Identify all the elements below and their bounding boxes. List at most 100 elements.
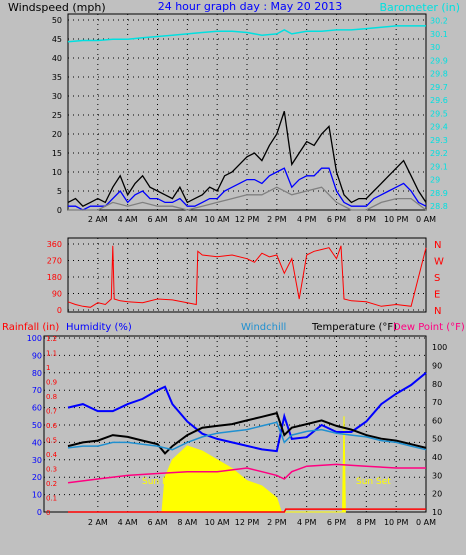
barometer-tick-label: 29.2 xyxy=(430,149,448,158)
barometer-tick-label: 30.2 xyxy=(430,17,448,26)
x-tick-label: 2 PM xyxy=(267,215,286,224)
temperature-tick-label: 100 xyxy=(432,343,447,352)
x-tick-label: 10 PM xyxy=(384,518,409,527)
legend-temperature: Temperature (°F) xyxy=(311,322,397,333)
rainfall-axis-title: Rainfall (in) xyxy=(2,322,59,333)
wind-plot-area xyxy=(67,13,427,211)
series-dew-point-f xyxy=(67,463,426,484)
temperature-tick-label: 60 xyxy=(432,416,442,425)
temperature-tick-label: 30 xyxy=(432,471,442,480)
barometer-tick-label: 30 xyxy=(430,43,440,52)
x-tick-label: 8 PM xyxy=(357,518,376,527)
x-tick-label: 4 AM xyxy=(118,215,138,224)
x-tick-label: 8 AM xyxy=(177,518,197,527)
temperature-tick-label: 20 xyxy=(432,490,442,499)
wind-tick-label: 20 xyxy=(52,130,62,139)
x-tick-label: 2 AM xyxy=(88,518,108,527)
rain-tick-label: 0.7 xyxy=(46,408,57,416)
direction-tick-label: 0 xyxy=(57,306,62,315)
x-tick-label: 6 PM xyxy=(327,518,346,527)
wind-tick-label: 15 xyxy=(52,149,62,158)
humidity-axis-title: Humidity (%) xyxy=(66,322,132,333)
series-wind-direction xyxy=(67,245,427,308)
x-tick-label: 8 PM xyxy=(357,215,376,224)
x-tick-label: 12 PM xyxy=(235,518,260,527)
wind-tick-label: 5 xyxy=(57,187,62,196)
rain-tick-label: 1.2 xyxy=(46,335,57,343)
rain-tick-label: 0.2 xyxy=(46,480,57,488)
x-tick-label: 0 AM xyxy=(416,518,436,527)
wind-tick-label: 40 xyxy=(52,54,62,63)
x-tick-label: 6 AM xyxy=(147,518,167,527)
x-tick-label: 4 PM xyxy=(297,518,316,527)
x-tick-label: 10 AM xyxy=(205,518,230,527)
barometer-tick-label: 29.7 xyxy=(430,83,448,92)
humidity-tick-label: 30 xyxy=(32,456,42,465)
barometer-tick-label: 29.8 xyxy=(430,70,448,79)
rain-tick-label: 0.6 xyxy=(46,422,58,430)
x-tick-label: 4 AM xyxy=(118,518,138,527)
wind-tick-label: 0 xyxy=(57,206,62,215)
humidity-tick-label: 80 xyxy=(32,369,42,378)
humidity-tick-label: 0 xyxy=(37,508,42,517)
chart-title: 24 hour graph day : May 20 2013 xyxy=(158,0,343,13)
rain-tick-label: 0 xyxy=(46,509,50,517)
x-tick-label: 12 PM xyxy=(235,215,260,224)
x-tick-label: 10 PM xyxy=(384,215,409,224)
barometer-tick-label: 29.6 xyxy=(430,96,448,105)
x-tick-label: 4 PM xyxy=(297,215,316,224)
rain-tick-label: 0.5 xyxy=(46,437,57,445)
humidity-tick-label: 60 xyxy=(32,404,42,413)
direction-plot-area xyxy=(67,237,427,313)
temperature-tick-label: 80 xyxy=(432,380,442,389)
sunset-label: Sun Set xyxy=(356,477,391,487)
humidity-tick-label: 50 xyxy=(32,421,42,430)
wind-tick-label: 35 xyxy=(52,73,62,82)
compass-tick-label: N xyxy=(434,306,441,317)
humidity-tick-label: 10 xyxy=(32,491,42,500)
humidity-tick-label: 40 xyxy=(32,438,42,447)
wind-tick-label: 25 xyxy=(52,111,62,120)
compass-tick-label: E xyxy=(434,290,440,301)
x-tick-label: 2 PM xyxy=(267,518,286,527)
series-windchill xyxy=(67,421,427,451)
wind-tick-label: 30 xyxy=(52,92,62,101)
direction-tick-label: 180 xyxy=(47,273,62,282)
series-average xyxy=(68,167,427,211)
direction-tick-label: 270 xyxy=(47,257,62,266)
series-speed xyxy=(68,186,427,211)
sunrise-label: Sun Rise xyxy=(142,477,181,487)
humidity-tick-label: 90 xyxy=(32,351,42,360)
x-tick-label: 0 AM xyxy=(416,215,436,224)
compass-tick-label: N xyxy=(434,240,441,251)
barometer-tick-label: 30.1 xyxy=(430,30,448,39)
humidity-tick-label: 100 xyxy=(27,334,42,343)
rain-tick-label: 0.9 xyxy=(46,379,57,387)
barometer-axis-title: Barometer (in) xyxy=(380,1,461,14)
humidity-tick-label: 70 xyxy=(32,386,42,395)
barometer-tick-label: 29.4 xyxy=(430,123,448,132)
legend-dewpoint: Dew Point (°F) xyxy=(393,322,465,333)
x-tick-label: 8 AM xyxy=(177,215,197,224)
x-tick-label: 2 AM xyxy=(88,215,108,224)
wind-tick-label: 10 xyxy=(52,168,62,177)
barometer-tick-label: 29.1 xyxy=(430,162,448,171)
wind-axis-title: Windspeed (mph) xyxy=(8,1,106,14)
temperature-tick-label: 40 xyxy=(432,453,442,462)
series-rainfall xyxy=(68,508,426,513)
compass-tick-label: S xyxy=(434,273,440,284)
series-barometer-in xyxy=(67,25,426,43)
temperature-tick-label: 10 xyxy=(432,508,442,517)
temperature-tick-label: 70 xyxy=(432,398,442,407)
rain-tick-label: 0.1 xyxy=(46,495,57,503)
direction-tick-label: 90 xyxy=(52,290,62,299)
barometer-tick-label: 29.9 xyxy=(430,56,448,65)
barometer-tick-label: 29 xyxy=(430,176,440,185)
rain-tick-label: 0.3 xyxy=(46,466,57,474)
legend-windchill: Windchill xyxy=(241,322,286,333)
rain-tick-label: 0.8 xyxy=(46,393,57,401)
x-tick-label: 10 AM xyxy=(205,215,230,224)
barometer-tick-label: 28.8 xyxy=(430,202,448,211)
temperature-tick-label: 90 xyxy=(432,361,442,370)
